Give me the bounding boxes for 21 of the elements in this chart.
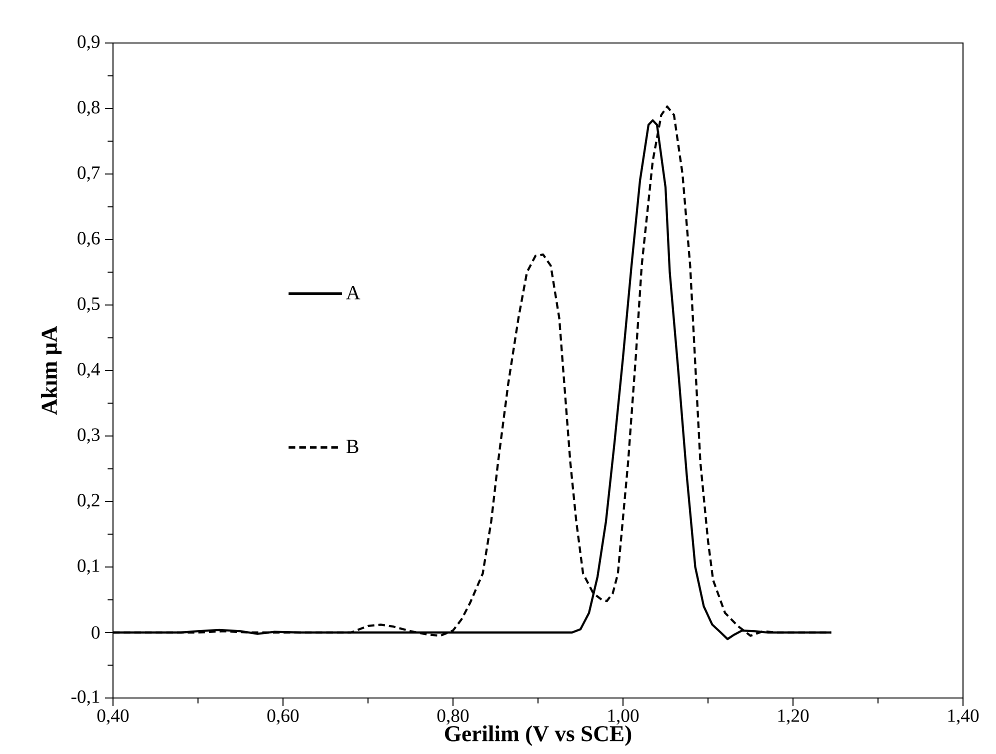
x-tick-label: 0,60 [267,709,299,725]
y-tick-label: 0,6 [78,232,100,248]
y-tick-label: -0,1 [71,690,100,706]
legend-label: A [346,286,360,300]
y-tick-label: 0,7 [78,166,100,182]
y-tick-label: 0,9 [78,35,100,51]
x-tick-label: 0,40 [97,709,129,725]
y-tick-label: 0,5 [78,297,100,313]
y-tick-label: 0,8 [78,100,100,116]
legend-label: B [346,440,358,454]
x-tick-label: 1,20 [778,709,809,725]
x-tick-label: 1,00 [608,709,639,725]
x-tick-label: 0,80 [437,709,469,725]
y-tick-label: 0,4 [78,362,100,378]
y-tick-label: 0,1 [78,559,100,575]
x-tick-label: 1,40 [948,709,979,725]
y-axis-title: Akım µA [41,326,62,415]
y-tick-label: 0,3 [78,428,100,444]
y-tick-label: 0 [92,626,100,639]
y-tick-label: 0,2 [78,494,100,510]
x-axis-title: Gerilim (V vs SCE) [444,725,632,746]
